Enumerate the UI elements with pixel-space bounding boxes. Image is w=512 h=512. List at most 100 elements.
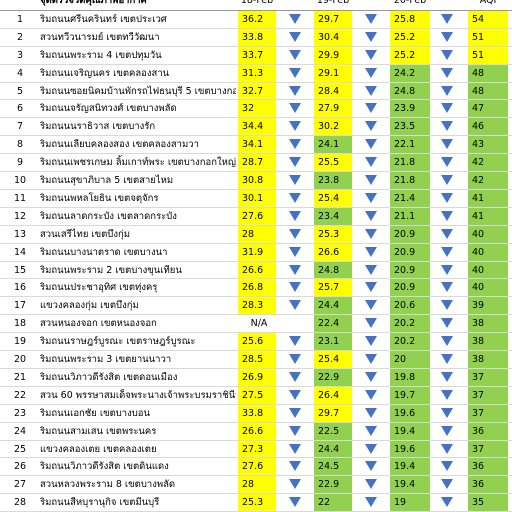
value-cell: 20.9 (390, 243, 430, 261)
row-line (0, 153, 512, 155)
value-cell: 36 (468, 476, 508, 494)
value-cell: 27.3 (238, 440, 276, 458)
value-cell: 19.6 (390, 440, 430, 458)
row-number: 20 (13, 354, 27, 365)
value-cell: 40 (468, 243, 508, 261)
value-cell: 38 (468, 315, 508, 333)
value-cell: 20.6 (390, 297, 430, 315)
row-line (0, 206, 512, 208)
value-cell: 35 (468, 494, 508, 512)
row-line (0, 63, 512, 65)
row-number: 10 (13, 175, 27, 186)
value-cell: 20 (390, 351, 430, 368)
value-cell: 24.1 (314, 136, 352, 154)
station-name: ริมถนนพระราม 4 เขตปทุมวัน (40, 49, 162, 61)
trend-arrow (289, 371, 301, 382)
value-cell: 23.9 (390, 100, 430, 118)
trend-arrow (441, 192, 453, 203)
trend-arrow (365, 157, 377, 168)
row-line (0, 224, 512, 226)
trend-arrow (289, 13, 301, 24)
trend-arrow (289, 67, 301, 78)
row-line (0, 457, 512, 459)
row-line (0, 439, 512, 441)
trend-arrow (289, 192, 301, 203)
row-number: 12 (13, 210, 27, 222)
trend-arrow (441, 49, 453, 60)
value-cell: 36 (468, 458, 508, 476)
trend-arrow (289, 103, 301, 114)
trend-arrow (441, 497, 453, 508)
trend-arrow (365, 389, 377, 400)
trend-arrow (441, 175, 453, 185)
trend-arrow (441, 13, 453, 24)
station-name: ริมถนนพระราม 2 เขตบางขุนเทียน (40, 264, 182, 276)
trend-arrow (365, 103, 377, 114)
value-cell: 22.9 (314, 476, 352, 494)
station-name: ริมถนนนราธิวาส เขตบางรัก (40, 121, 156, 133)
value-cell: 24.5 (314, 458, 352, 476)
value-cell: 47 (468, 100, 508, 118)
row-number: 24 (13, 425, 27, 437)
value-cell: 26.6 (238, 261, 276, 279)
value-cell: 20.2 (390, 315, 430, 333)
row-number: 17 (13, 300, 27, 312)
row-line (0, 403, 512, 405)
trend-arrow (289, 282, 301, 293)
trend-arrow (365, 497, 377, 508)
value-cell: 34.1 (238, 136, 276, 154)
header-cell: จุดตรวจวัดคุณภาพอากาศ (40, 0, 147, 6)
trend-arrow (441, 246, 453, 257)
trend-arrow (289, 300, 301, 311)
value-cell: 19.4 (390, 458, 430, 476)
trend-arrow (365, 210, 377, 221)
station-name: ริมถนนวิภาวดีรังสิต เขตดอนเมือง (40, 371, 178, 383)
value-cell: 19.4 (390, 476, 430, 494)
row-number: 26 (13, 461, 27, 473)
value-cell: 32.7 (238, 82, 276, 100)
value-cell: 28.4 (314, 82, 352, 100)
value-cell: 25.2 (390, 28, 430, 46)
trend-arrow (441, 425, 453, 436)
value-cell: 54 (468, 10, 508, 28)
trend-arrow (441, 461, 453, 472)
row-number: 21 (13, 371, 27, 383)
row-number: 6 (16, 103, 24, 115)
trend-arrow (441, 228, 453, 239)
trend-arrow (365, 300, 377, 311)
trend-arrow (441, 67, 453, 78)
value-cell: 40 (468, 261, 508, 279)
trend-arrow (289, 246, 301, 257)
row-number: 1 (16, 13, 24, 25)
station-name: สวนทวีวนารมย์ เขตทวีวัฒนา (40, 31, 160, 43)
row-line (0, 350, 512, 351)
trend-arrow (289, 85, 301, 96)
row-line (0, 367, 512, 369)
trend-arrow (365, 246, 377, 257)
value-cell: 26.9 (238, 368, 276, 386)
value-cell: 41 (468, 189, 508, 207)
value-cell: 24.2 (390, 64, 430, 82)
value-cell: 28.3 (238, 297, 276, 315)
value-cell: 27.5 (238, 386, 276, 404)
value-cell: 26.6 (238, 422, 276, 440)
value-cell: 33.8 (238, 404, 276, 422)
trend-arrow (289, 479, 301, 490)
value-cell: 22.1 (390, 136, 430, 154)
header-cell: AQI (479, 0, 497, 6)
row-number: 15 (13, 264, 27, 276)
value-cell: 40 (468, 279, 508, 297)
value-cell: 20.9 (390, 279, 430, 297)
station-name: ริมถนนวิภาวดีรังสิต เขตดินแดง (40, 461, 169, 473)
value-cell: 30.8 (238, 172, 276, 189)
value-cell: 25.4 (314, 351, 352, 368)
trend-arrow (289, 264, 301, 275)
station-name: ริมถนนจรัญสนิทวงศ์ เขตบางพลัด (40, 103, 177, 115)
row-number: 9 (16, 157, 24, 169)
trend-arrow (441, 443, 453, 454)
trend-arrow (441, 336, 453, 347)
value-cell: 22.9 (314, 368, 352, 386)
value-cell: 21.8 (390, 154, 430, 172)
value-cell: 26.8 (238, 279, 276, 297)
header-cell: 19-Feb (316, 0, 350, 6)
